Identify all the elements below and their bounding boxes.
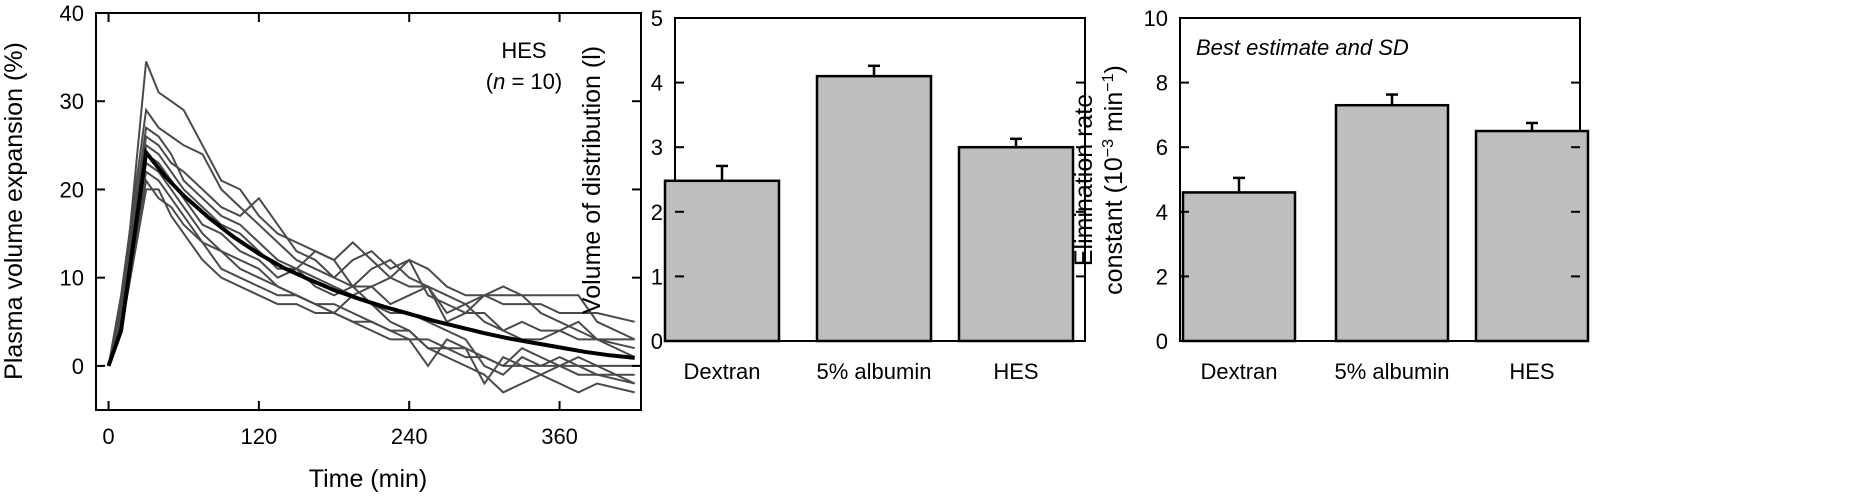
group-label: HES bbox=[501, 38, 546, 63]
line-chart-y-tick-label: 40 bbox=[60, 1, 84, 26]
volume-bar-chart-panel: Dextran 5% albumin HES 0 1 2 3 4 5 Volume of di… bbox=[578, 6, 1086, 384]
ylabel-exponent-2: −1 bbox=[1100, 73, 1117, 91]
elimination-chart-bar bbox=[1334, 103, 1450, 343]
fitted-curve bbox=[106, 147, 635, 367]
line-chart-x-axis-label: Time (min) bbox=[309, 465, 428, 493]
volume-chart-y-tick-label: 0 bbox=[651, 329, 663, 354]
volume-chart-category-label: 5% albumin bbox=[817, 359, 932, 384]
elimination-chart-bar bbox=[1181, 191, 1297, 343]
elimination-chart-y-tick-label: 4 bbox=[1156, 200, 1168, 225]
volume-chart-bar bbox=[815, 74, 933, 343]
line-chart-frame bbox=[95, 12, 642, 411]
volume-chart-y-axis-label: Volume of distribution (l) bbox=[578, 46, 606, 314]
ylabel-prefix: constant (10 bbox=[1100, 157, 1128, 295]
line-chart-y-tick-label: 10 bbox=[60, 266, 84, 291]
elimination-chart-y-axis-label-line1: Elimination rate bbox=[1070, 94, 1098, 266]
elimination-chart-bar bbox=[1474, 129, 1590, 343]
volume-chart-y-tick-label: 2 bbox=[651, 200, 663, 225]
elimination-chart-y-tick-label: 0 bbox=[1156, 329, 1168, 354]
line-chart-y-tick-label: 30 bbox=[60, 89, 84, 114]
ylabel-exponent-1: −3 bbox=[1100, 139, 1117, 157]
elimination-chart-category-label: 5% albumin bbox=[1335, 359, 1450, 384]
elimination-chart-y-tick-label: 10 bbox=[1144, 6, 1168, 31]
elimination-chart-y-tick-label: 6 bbox=[1156, 135, 1168, 160]
line-chart-y-tick-label: 20 bbox=[60, 177, 84, 202]
elimination-chart-y-tick-label: 8 bbox=[1156, 71, 1168, 96]
volume-chart-category-label: Dextran bbox=[683, 359, 760, 384]
sample-size-label: (n = 10) bbox=[486, 69, 562, 94]
line-chart-x-tick-label: 120 bbox=[241, 424, 278, 449]
ylabel-suffix: ) bbox=[1100, 65, 1128, 73]
volume-chart-y-tick-label: 1 bbox=[651, 264, 663, 289]
elimination-chart-annotation: Best estimate and SD bbox=[1196, 35, 1409, 60]
line-chart-panel: 0 120 240 360 0 10 20 30 40 Time (min) Plasma v… bbox=[0, 1, 642, 493]
elimination-chart-category-label: HES bbox=[1509, 359, 1554, 384]
line-chart-x-tick-label: 360 bbox=[541, 424, 578, 449]
line-chart-x-tick-label: 240 bbox=[391, 424, 428, 449]
volume-chart-bar bbox=[957, 145, 1075, 343]
volume-chart-bar bbox=[663, 179, 781, 343]
line-chart-y-tick-label: 0 bbox=[72, 354, 84, 379]
line-chart-x-tick-label: 0 bbox=[102, 424, 114, 449]
volume-chart-y-tick-label: 4 bbox=[651, 71, 663, 96]
elimination-chart-category-label: Dextran bbox=[1200, 359, 1277, 384]
sample-size-symbol: n bbox=[493, 69, 505, 94]
individual-curve bbox=[107, 61, 635, 367]
individual-curve bbox=[107, 178, 635, 367]
line-chart-y-axis-label: Plasma volume expansion (%) bbox=[0, 42, 28, 380]
elimination-bar-chart-panel: Dextran 5% albumin HES 0 2 4 6 8 10 Best estima… bbox=[1070, 6, 1590, 384]
individual-curve bbox=[107, 188, 635, 376]
volume-chart-category-label: HES bbox=[993, 359, 1038, 384]
sample-size-open: ( bbox=[486, 69, 494, 94]
sample-size-rest: = 10) bbox=[505, 69, 562, 94]
volume-chart-y-tick-label: 3 bbox=[651, 135, 663, 160]
ylabel-mid: min bbox=[1100, 92, 1128, 139]
individual-curve bbox=[107, 107, 635, 367]
volume-chart-y-tick-label: 5 bbox=[651, 6, 663, 31]
elimination-chart-y-tick-label: 2 bbox=[1156, 264, 1168, 289]
individual-curves bbox=[107, 61, 636, 394]
elimination-chart-y-axis-label-line2: constant (10−3 min−1) bbox=[1100, 65, 1128, 295]
